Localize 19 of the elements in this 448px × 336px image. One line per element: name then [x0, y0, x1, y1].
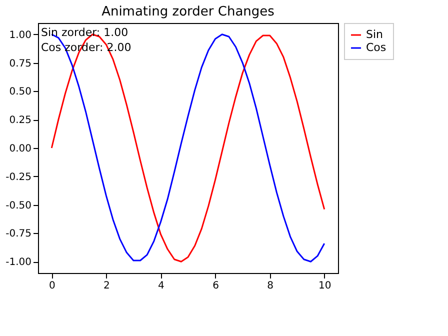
annotation: Sin zorder: 1.00	[41, 26, 128, 39]
y-tick-label: 0.00	[9, 144, 32, 154]
x-tick-label: 6	[212, 280, 219, 292]
x-tick-label: 10	[318, 280, 332, 292]
chart-title: Animating zorder Changes	[102, 4, 275, 20]
y-tick-label: -0.25	[6, 172, 32, 183]
x-tick-label: 4	[158, 280, 164, 292]
x-tick-label: 8	[267, 280, 274, 292]
x-tick-label: 2	[103, 280, 110, 292]
y-tick-label: 1.00	[9, 30, 32, 41]
legend-label: Sin	[366, 28, 384, 41]
y-tick-label: 0.25	[9, 115, 32, 126]
y-tick-label: 0.75	[9, 58, 32, 70]
y-tick-label: -1.00	[6, 257, 32, 268]
legend-label: Cos	[366, 41, 386, 54]
y-tick-label: 0.50	[9, 86, 32, 98]
y-tick-label: -0.50	[6, 200, 32, 212]
y-tick-label: -0.75	[6, 228, 32, 240]
x-tick-label: 0	[48, 280, 56, 292]
